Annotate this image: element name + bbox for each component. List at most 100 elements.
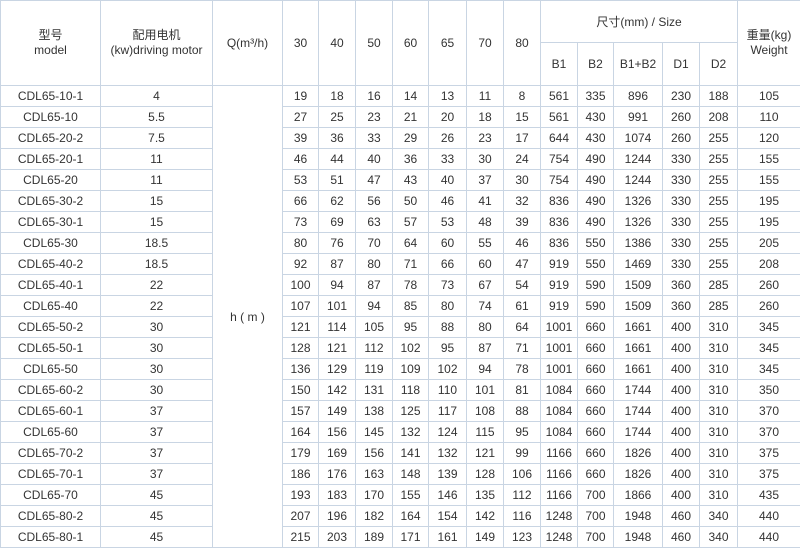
head-cell: 39 xyxy=(503,211,541,233)
size-cell: 310 xyxy=(698,358,739,380)
size-cell: 460 xyxy=(662,526,700,548)
data-row: CDL65-70-1 37 186 176 163 148 139 128 106 1166 660… xyxy=(0,463,800,485)
head-cell: 87 xyxy=(318,253,356,275)
data-row: CDL65-20-2 7.5 39 36 33 29 26 23 17 644 430 1074 260… xyxy=(0,127,800,149)
size-cell: 255 xyxy=(698,169,739,191)
data-row: CDL65-60-2 30 150 142 131 118 110 101 81 1084 660 1… xyxy=(0,379,800,401)
size-cell: 360 xyxy=(662,295,700,317)
size-cell: 400 xyxy=(662,463,700,485)
size-header: D2 xyxy=(698,42,739,86)
size-cell: 310 xyxy=(698,337,739,359)
size-cell: 430 xyxy=(577,127,614,149)
model-cell: CDL65-80-2 xyxy=(0,505,101,527)
head-cell: 101 xyxy=(466,379,504,401)
head-cell: 17 xyxy=(503,127,541,149)
head-cell: 171 xyxy=(392,526,429,548)
data-row: CDL65-70 45 193 183 170 155 146 135 112 1166 700 18… xyxy=(0,484,800,506)
size-cell: 1386 xyxy=(613,232,663,254)
head-cell: 119 xyxy=(355,358,393,380)
head-cell: 163 xyxy=(355,463,393,485)
size-cell: 330 xyxy=(662,211,700,233)
weight-cell: 208 xyxy=(737,253,800,275)
head-cell: 123 xyxy=(503,526,541,548)
head-cell: 139 xyxy=(428,463,467,485)
model-header-line: 型号 xyxy=(38,28,63,42)
weight-cell: 345 xyxy=(737,337,800,359)
motor-cell: 15 xyxy=(100,211,213,233)
flow-header: 50 xyxy=(355,0,393,86)
head-cell: 136 xyxy=(282,358,319,380)
head-cell: 8 xyxy=(503,85,541,107)
size-cell: 1509 xyxy=(613,295,663,317)
data-row: CDL65-20 11 53 51 47 43 40 37 30 754 490 1244 330 255… xyxy=(0,169,800,191)
head-cell: 118 xyxy=(392,379,429,401)
size-cell: 400 xyxy=(662,400,700,422)
head-cell: 33 xyxy=(428,148,467,170)
motor-cell: 18.5 xyxy=(100,253,213,275)
size-cell: 260 xyxy=(662,106,700,128)
head-cell: 105 xyxy=(355,316,393,338)
size-cell: 330 xyxy=(662,232,700,254)
head-cell: 62 xyxy=(318,190,356,212)
head-cell: 94 xyxy=(466,358,504,380)
head-cell: 108 xyxy=(466,400,504,422)
head-cell: 71 xyxy=(392,253,429,275)
head-cell: 87 xyxy=(355,274,393,296)
size-cell: 310 xyxy=(698,442,739,464)
head-cell: 128 xyxy=(282,337,319,359)
size-cell: 991 xyxy=(613,106,663,128)
motor-cell: 45 xyxy=(100,484,213,506)
flow-header: 70 xyxy=(466,0,504,86)
head-cell: 57 xyxy=(392,211,429,233)
size-cell: 550 xyxy=(577,253,614,275)
size-cell: 1948 xyxy=(613,526,663,548)
head-cell: 106 xyxy=(503,463,541,485)
head-cell: 30 xyxy=(466,148,504,170)
size-cell: 1166 xyxy=(540,484,578,506)
head-cell: 114 xyxy=(318,316,356,338)
weight-cell: 440 xyxy=(737,505,800,527)
head-cell: 60 xyxy=(466,253,504,275)
motor-cell: 18.5 xyxy=(100,232,213,254)
head-cell: 27 xyxy=(282,106,319,128)
head-cell: 71 xyxy=(503,337,541,359)
motor-header-line: 配用电机 xyxy=(132,28,181,42)
head-cell: 80 xyxy=(282,232,319,254)
head-cell: 117 xyxy=(428,400,467,422)
size-cell: 1166 xyxy=(540,463,578,485)
header-row: B1 B2 B1+B2 D1 D2 xyxy=(1,42,800,86)
size-cell: 1744 xyxy=(613,400,663,422)
size-cell: 1866 xyxy=(613,484,663,506)
size-cell: 310 xyxy=(698,379,739,401)
weight-cell: 120 xyxy=(737,127,800,149)
head-cell: 121 xyxy=(318,337,356,359)
size-cell: 1326 xyxy=(613,190,663,212)
weight-cell: 370 xyxy=(737,421,800,443)
motor-cell: 45 xyxy=(100,505,213,527)
head-cell: 101 xyxy=(318,295,356,317)
data-row: CDL65-30-2 15 66 62 56 50 46 41 32 836 490 1326 330 2… xyxy=(0,190,800,212)
head-cell: 21 xyxy=(392,106,429,128)
head-cell: 142 xyxy=(318,379,356,401)
size-cell: 1661 xyxy=(613,358,663,380)
weight-cell: 205 xyxy=(737,232,800,254)
header-row: 型号 model 配用电机 (kw)driving motor Q(m³/h) 30 40 5… xyxy=(0,0,800,86)
size-cell: 310 xyxy=(698,421,739,443)
head-cell: 88 xyxy=(428,316,467,338)
size-cell: 836 xyxy=(540,232,578,254)
head-label: h ( m ) xyxy=(212,85,283,548)
size-cell: 919 xyxy=(540,295,578,317)
head-cell: 67 xyxy=(466,274,504,296)
size-header: D1 xyxy=(662,42,700,86)
head-cell: 88 xyxy=(503,400,541,422)
weight-cell: 155 xyxy=(737,148,800,170)
head-cell: 100 xyxy=(282,274,319,296)
data-row: CDL65-30 18.5 80 76 70 64 60 55 46 836 550 1386 330 2… xyxy=(0,232,800,254)
head-cell: 124 xyxy=(428,421,467,443)
size-cell: 836 xyxy=(540,211,578,233)
head-cell: 53 xyxy=(282,169,319,191)
head-cell: 157 xyxy=(282,400,319,422)
head-cell: 102 xyxy=(428,358,467,380)
size-cell: 660 xyxy=(577,463,614,485)
head-cell: 203 xyxy=(318,526,356,548)
